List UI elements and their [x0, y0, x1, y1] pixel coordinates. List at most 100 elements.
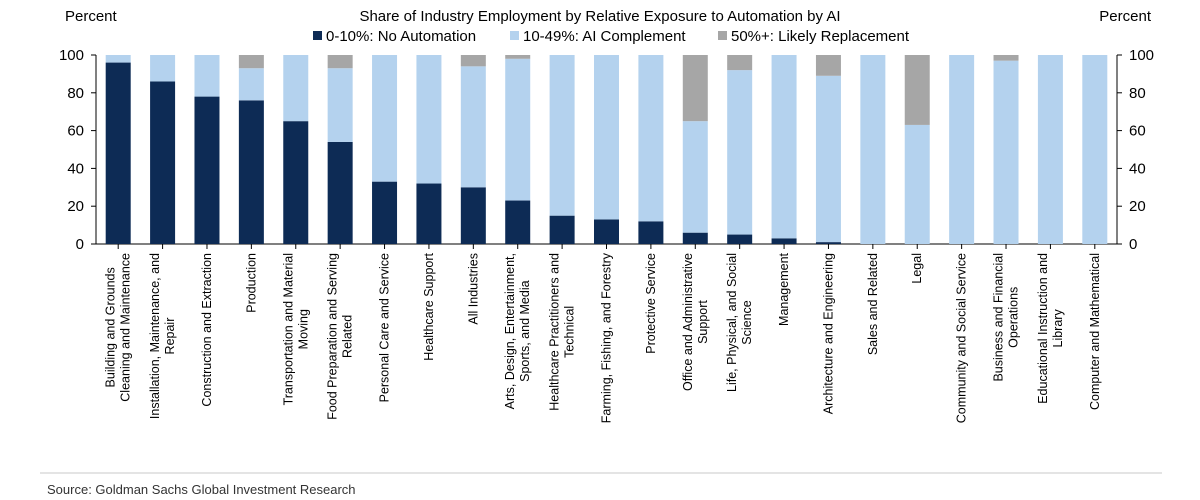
bar-14-series-2	[727, 55, 753, 71]
bar-0-series-0	[105, 62, 131, 245]
category-label-17: Sales and Related	[866, 253, 880, 355]
bar-16-series-0	[815, 242, 841, 244]
bar-14-series-0	[727, 234, 753, 244]
category-label-line: Sales and Related	[866, 253, 880, 355]
bar-9-series-2	[505, 55, 531, 59]
category-label-3: Production	[244, 253, 258, 313]
bar-7-series-1	[416, 55, 442, 184]
category-label-2: Construction and Extraction	[200, 253, 214, 407]
category-label-line: Building and Grounds	[104, 267, 118, 387]
bar-20-series-1	[993, 60, 1019, 244]
bar-18-series-2	[904, 55, 930, 125]
category-label-line: Management	[777, 252, 791, 325]
category-label-line: Operations	[1007, 287, 1021, 348]
legend-label-0: 0-10%: No Automation	[326, 28, 476, 45]
category-label-12: Protective Service	[644, 253, 658, 354]
category-label-5: Food Preparation and ServingRelated	[326, 253, 355, 420]
category-label-19: Community and Social Service	[955, 253, 969, 423]
y-tick-label-left-5: 100	[59, 47, 84, 64]
y-axis-label-right: Percent	[1099, 8, 1152, 25]
y-tick-label-right-1: 20	[1129, 198, 1146, 215]
category-label-line: Repair	[163, 318, 177, 355]
bar-3-series-0	[238, 100, 264, 244]
y-tick-label-right-4: 80	[1129, 85, 1146, 102]
bar-18-series-1	[904, 124, 930, 244]
category-label-15: Management	[777, 252, 791, 325]
bar-4-series-1	[283, 55, 309, 122]
category-label-16: Architecture and Engineering	[821, 253, 835, 414]
y-tick-label-left-1: 20	[67, 198, 84, 215]
category-label-line: Life, Physical, and Social	[725, 253, 739, 392]
y-axis-label-left: Percent	[65, 8, 118, 25]
bar-13-series-0	[682, 232, 708, 244]
bar-19-series-1	[949, 55, 975, 244]
legend-swatch-0	[313, 31, 322, 40]
category-label-11: Farming, Fishing, and Forestry	[600, 252, 614, 423]
y-tick-label-left-0: 0	[76, 236, 84, 253]
category-label-8: All Industries	[466, 253, 480, 325]
bar-6-series-0	[372, 181, 398, 244]
bar-1-series-0	[150, 81, 176, 245]
category-label-line: Arts, Design, Entertainment,	[503, 253, 517, 409]
category-label-line: Protective Service	[644, 253, 658, 354]
category-label-4: Transportation and MaterialMoving	[281, 253, 310, 405]
y-tick-label-left-3: 60	[67, 123, 84, 140]
legend-swatch-1	[510, 31, 519, 40]
category-label-22: Computer and Mathematical	[1088, 253, 1102, 410]
category-label-line: Personal Care and Service	[378, 253, 392, 402]
category-label-9: Arts, Design, Entertainment,Sports, and …	[503, 253, 532, 409]
bars	[105, 55, 1108, 245]
bar-2-series-1	[194, 55, 220, 97]
category-label-14: Life, Physical, and SocialScience	[725, 253, 754, 392]
legend-label-2: 50%+: Likely Replacement	[731, 28, 910, 45]
category-label-6: Personal Care and Service	[378, 253, 392, 402]
category-label-line: Sports, and Media	[518, 280, 532, 381]
bar-12-series-0	[638, 221, 664, 244]
y-tick-label-left-2: 40	[67, 160, 84, 177]
bar-11-series-0	[594, 219, 619, 244]
category-label-line: Business and Financial	[992, 253, 1006, 382]
bar-0-series-1	[105, 55, 131, 63]
bar-4-series-0	[283, 121, 309, 244]
bar-13-series-1	[682, 121, 708, 233]
y-tick-label-right-0: 0	[1129, 236, 1137, 253]
legend: 0-10%: No Automation 10-49%: AI Complemen…	[313, 28, 910, 45]
bar-14-series-1	[727, 70, 753, 235]
category-label-10: Healthcare Practitioners andTechnical	[548, 253, 577, 411]
category-label-line: Support	[696, 300, 710, 344]
bar-12-series-1	[638, 55, 664, 222]
category-label-line: Food Preparation and Serving	[326, 253, 340, 420]
bar-5-series-1	[327, 68, 353, 142]
category-label-line: Cleaning and Maintenance	[119, 253, 133, 402]
category-label-line: Legal	[910, 253, 924, 284]
category-label-line: Healthcare Support	[422, 252, 436, 360]
category-label-line: Technical	[563, 306, 577, 358]
bar-21-series-1	[1037, 55, 1063, 244]
category-label-13: Office and AdministrativeSupport	[681, 253, 710, 391]
bar-15-series-0	[771, 238, 797, 244]
bar-8-series-1	[460, 66, 486, 188]
bar-3-series-1	[238, 68, 264, 101]
category-label-line: Library	[1051, 309, 1065, 348]
bar-22-series-1	[1082, 55, 1108, 244]
category-label-line: Educational Instruction and	[1036, 253, 1050, 404]
bar-5-series-0	[327, 141, 353, 244]
bar-20-series-2	[993, 55, 1019, 61]
bar-9-series-0	[505, 200, 531, 244]
bar-10-series-0	[549, 215, 575, 244]
y-tick-label-right-2: 40	[1129, 160, 1146, 177]
chart-title: Share of Industry Employment by Relative…	[359, 8, 840, 25]
bar-5-series-2	[327, 55, 353, 69]
category-label-line: Office and Administrative	[681, 253, 695, 391]
category-label-line: Architecture and Engineering	[821, 253, 835, 414]
bar-9-series-1	[505, 58, 531, 201]
category-label-line: Installation, Maintenance, and	[148, 253, 162, 419]
category-label-line: All Industries	[466, 253, 480, 325]
bar-7-series-0	[416, 183, 442, 244]
category-label-line: Farming, Fishing, and Forestry	[600, 252, 614, 423]
category-label-line: Construction and Extraction	[200, 253, 214, 407]
category-label-line: Related	[341, 315, 355, 358]
bar-17-series-1	[860, 55, 886, 244]
